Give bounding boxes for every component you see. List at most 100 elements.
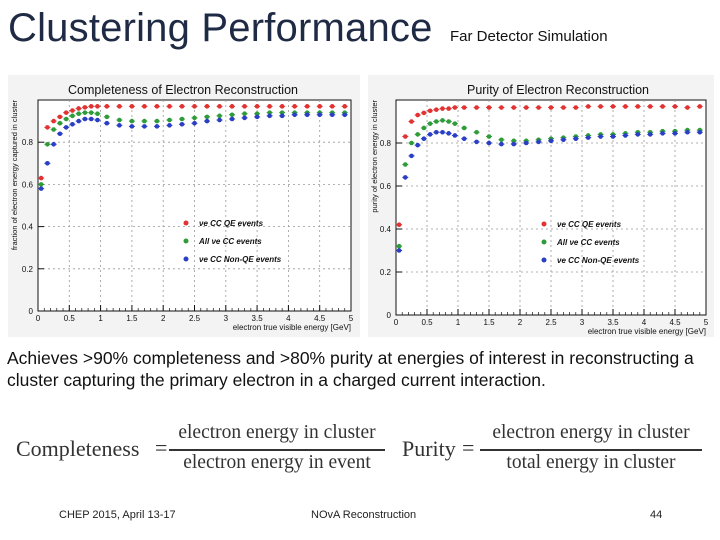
data-point bbox=[452, 105, 458, 110]
data-point bbox=[129, 118, 135, 124]
data-point bbox=[304, 104, 310, 109]
slide-description: Achieves >90% completeness and >80% puri… bbox=[7, 348, 694, 390]
legend-label: νe CC Non-QE events bbox=[199, 255, 282, 264]
data-point bbox=[647, 132, 653, 137]
data-point bbox=[409, 119, 414, 124]
data-point bbox=[76, 111, 81, 117]
data-point bbox=[142, 124, 147, 129]
data-point bbox=[76, 106, 81, 111]
x-tick-label: 4 bbox=[286, 314, 291, 323]
data-point bbox=[38, 175, 44, 181]
data-point bbox=[598, 104, 603, 109]
data-point bbox=[167, 104, 172, 109]
y-tick-label: 0.6 bbox=[22, 180, 34, 189]
data-point bbox=[452, 121, 458, 126]
x-tick-label: 4.5 bbox=[314, 314, 326, 323]
x-tick-label: 2.5 bbox=[545, 318, 557, 327]
data-point bbox=[446, 131, 451, 136]
data-point bbox=[647, 104, 653, 109]
data-point bbox=[304, 112, 310, 118]
x-tick-label: 3.5 bbox=[252, 314, 264, 323]
data-point bbox=[63, 125, 69, 130]
data-point bbox=[317, 104, 323, 109]
data-point bbox=[82, 116, 88, 122]
x-tick-label: 0 bbox=[394, 318, 399, 327]
data-point bbox=[697, 129, 703, 135]
data-point bbox=[635, 132, 641, 137]
footer-talk-title: NOvA Reconstruction bbox=[311, 509, 417, 521]
data-point bbox=[229, 104, 235, 109]
data-point bbox=[82, 105, 88, 110]
data-point bbox=[434, 129, 439, 135]
data-point bbox=[204, 114, 210, 120]
y-tick-label: 0.4 bbox=[380, 225, 392, 234]
data-point bbox=[204, 118, 210, 124]
data-point bbox=[585, 135, 591, 140]
purity-formula: Purity = electron energy in cluster tota… bbox=[402, 422, 712, 478]
data-point bbox=[598, 134, 603, 139]
data-point bbox=[254, 114, 260, 120]
data-point bbox=[95, 111, 100, 117]
data-point bbox=[403, 162, 408, 167]
data-point bbox=[242, 111, 247, 117]
data-point bbox=[623, 133, 628, 138]
data-point bbox=[660, 131, 665, 136]
data-point bbox=[440, 118, 445, 123]
data-point bbox=[685, 105, 690, 110]
data-point bbox=[486, 134, 492, 139]
data-point bbox=[409, 153, 414, 159]
data-point bbox=[499, 141, 504, 147]
data-point bbox=[95, 104, 100, 109]
data-point bbox=[242, 104, 247, 109]
data-point bbox=[51, 127, 56, 132]
data-point bbox=[672, 131, 678, 136]
data-point bbox=[154, 104, 160, 109]
purity-formula-lhs: Purity bbox=[402, 436, 456, 461]
x-tick-label: 3.5 bbox=[607, 318, 619, 327]
data-point bbox=[434, 107, 439, 112]
data-point bbox=[511, 141, 517, 147]
completeness-chart: 0 0.2 0.4 0.6 0.8 0 0.5 1 1.5 2 2.5 3 3.5 4 4.5 5electr… bbox=[10, 99, 354, 332]
purity-chart-title: Purity of Electron Reconstruction bbox=[466, 83, 650, 97]
data-point bbox=[82, 110, 88, 115]
purity-chart: 0 0.2 0.4 0.6 0.8 0 0.5 1 1.5 2 2.5 3 3.5 4 4.5 5electr… bbox=[370, 99, 709, 336]
legend-marker bbox=[541, 257, 547, 263]
purity-denominator: total energy in cluster bbox=[506, 452, 676, 473]
y-tick-label: 0.8 bbox=[22, 138, 34, 147]
purity-numerator: electron energy in cluster bbox=[492, 422, 690, 443]
data-point bbox=[415, 142, 420, 148]
data-point bbox=[396, 222, 402, 227]
data-point bbox=[104, 114, 110, 120]
data-point bbox=[279, 104, 285, 109]
data-point bbox=[511, 138, 517, 144]
data-point bbox=[292, 112, 297, 118]
legend-marker bbox=[183, 238, 189, 244]
data-point bbox=[63, 116, 69, 122]
data-point bbox=[610, 134, 616, 139]
data-point bbox=[421, 110, 427, 116]
x-tick-label: 5 bbox=[349, 314, 354, 323]
data-point bbox=[242, 115, 247, 121]
x-tick-label: 0.5 bbox=[421, 318, 433, 327]
data-point bbox=[51, 142, 56, 147]
data-point bbox=[167, 117, 172, 123]
data-point bbox=[403, 175, 408, 180]
data-point bbox=[38, 182, 44, 187]
data-point bbox=[254, 111, 260, 117]
legend-marker bbox=[541, 239, 547, 245]
data-point bbox=[45, 161, 50, 166]
data-point bbox=[486, 140, 492, 146]
data-point bbox=[38, 186, 44, 191]
data-point bbox=[396, 243, 402, 249]
data-point bbox=[57, 114, 63, 120]
data-point bbox=[585, 104, 591, 109]
data-point bbox=[421, 136, 427, 141]
y-tick-label: 0 bbox=[387, 311, 392, 320]
completeness-formula: Completeness = electron energy in cluste… bbox=[16, 422, 396, 478]
data-point bbox=[511, 105, 517, 110]
y-tick-label: 0.2 bbox=[380, 268, 392, 277]
data-point bbox=[573, 136, 579, 141]
data-point bbox=[279, 110, 285, 115]
data-point bbox=[192, 120, 197, 126]
data-point bbox=[217, 117, 222, 123]
